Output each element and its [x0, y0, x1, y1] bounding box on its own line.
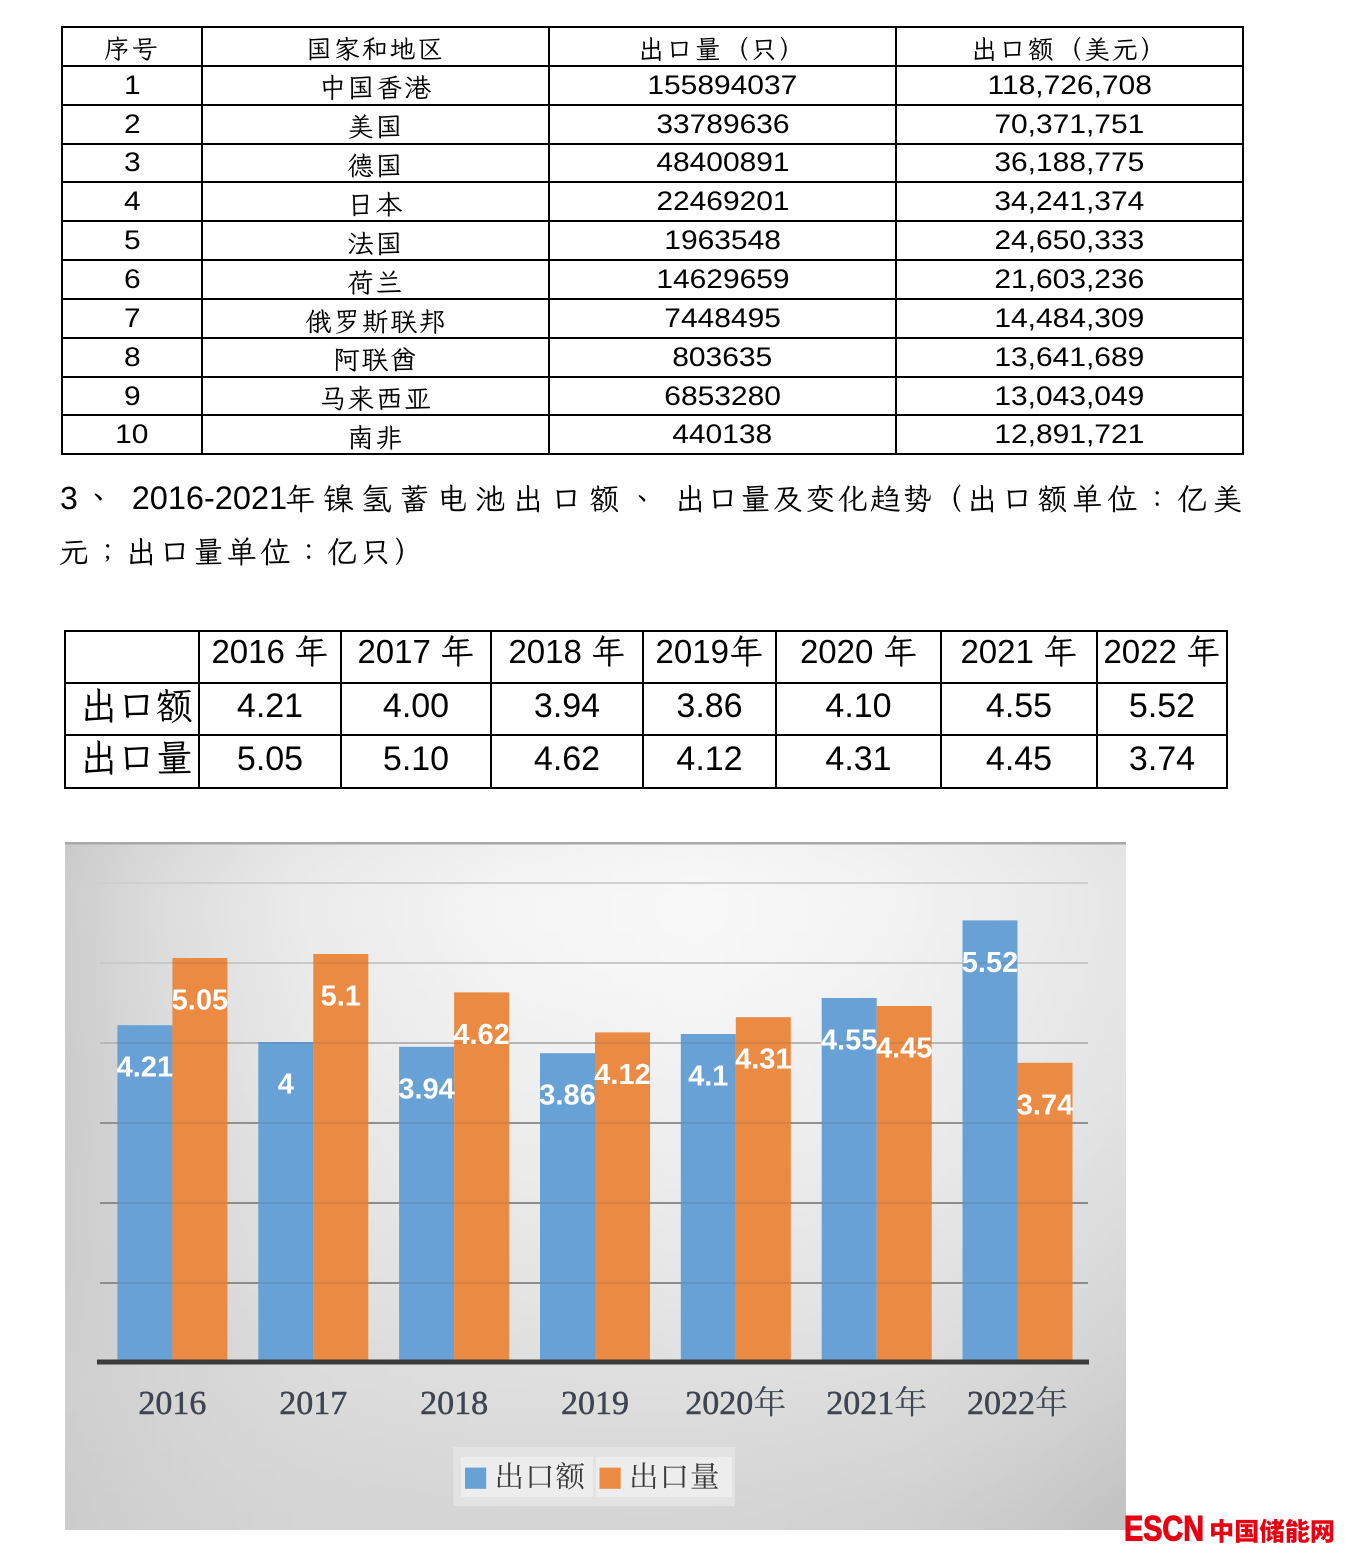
- svg-text:2022: 2022: [967, 1385, 1035, 1422]
- svg-text:5.52: 5.52: [962, 947, 1018, 979]
- svg-text:2017: 2017: [279, 1385, 347, 1422]
- svg-text:5.1: 5.1: [321, 981, 361, 1013]
- svg-text:3.94: 3.94: [398, 1073, 454, 1105]
- svg-text:4.12: 4.12: [594, 1059, 650, 1091]
- svg-text:3.74: 3.74: [1017, 1089, 1073, 1121]
- svg-text:4.62: 4.62: [453, 1019, 509, 1051]
- svg-text:4.21: 4.21: [117, 1052, 173, 1084]
- svg-text:2021: 2021: [826, 1385, 894, 1422]
- svg-text:ESCN: ESCN: [1124, 1510, 1204, 1549]
- svg-text:2016: 2016: [138, 1385, 206, 1422]
- svg-text:4.31: 4.31: [735, 1044, 791, 1076]
- svg-text:5.05: 5.05: [172, 985, 228, 1017]
- svg-text:4.55: 4.55: [821, 1025, 877, 1057]
- svg-text:4.1: 4.1: [688, 1061, 728, 1093]
- svg-text:2018: 2018: [420, 1385, 488, 1422]
- svg-text:4: 4: [278, 1069, 294, 1101]
- svg-text:4.45: 4.45: [876, 1033, 932, 1065]
- svg-text:2019: 2019: [561, 1385, 629, 1422]
- svg-text:2020: 2020: [685, 1385, 753, 1422]
- svg-text:3.86: 3.86: [539, 1080, 595, 1112]
